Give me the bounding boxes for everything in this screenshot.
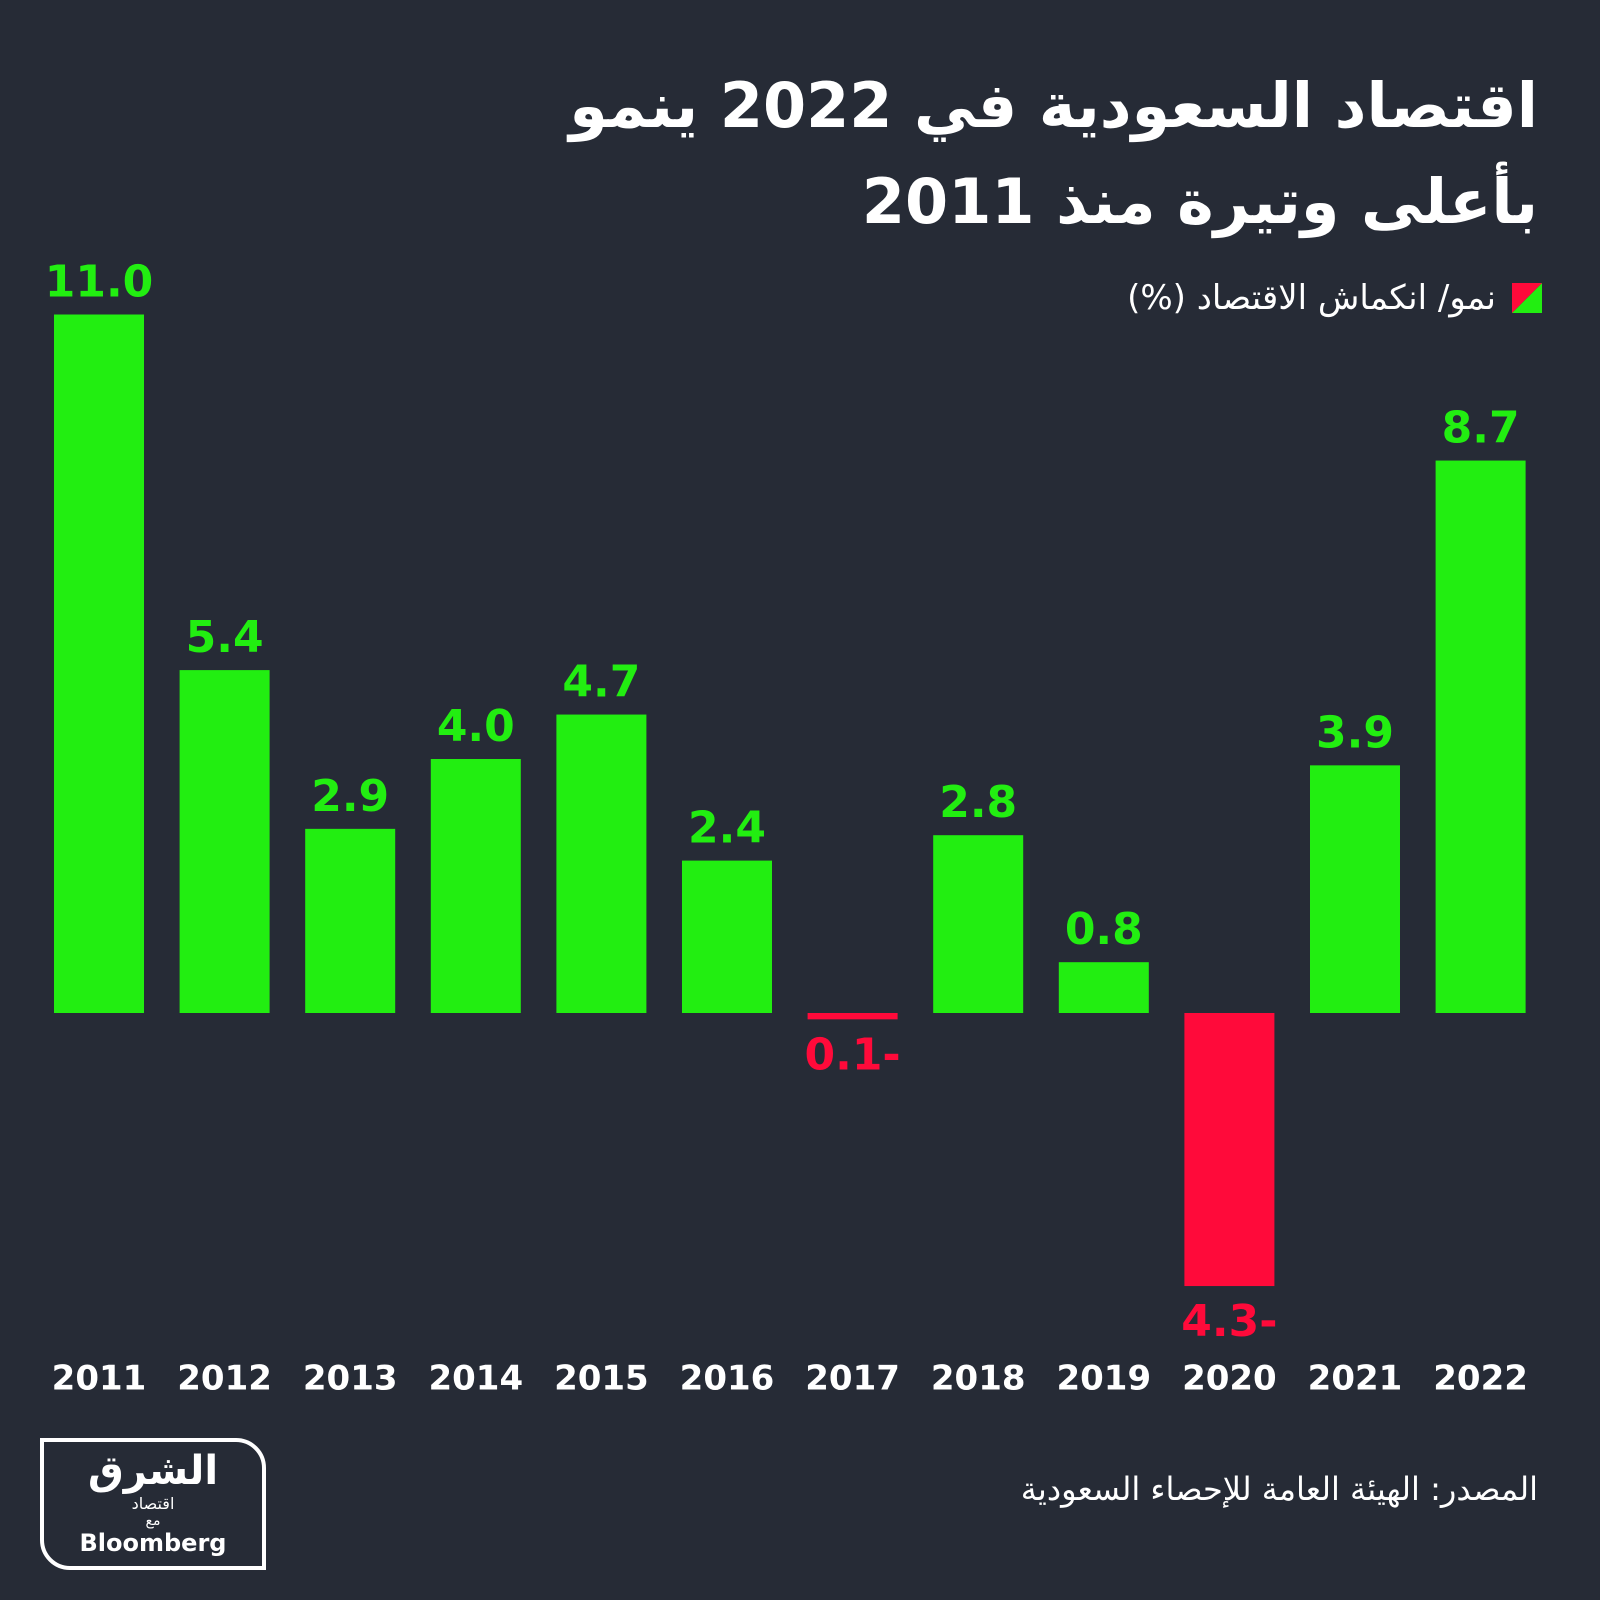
x-tick-label: 2014: [428, 1359, 523, 1399]
value-label: 4.7: [562, 657, 640, 708]
title: اقتصاد السعودية في 2022 ينمو بأعلى وتيرة…: [569, 58, 1538, 250]
value-label: 11.0: [45, 257, 154, 308]
legend-label: نمو/ انكماش الاقتصاد (%): [1127, 278, 1496, 318]
value-label: 3.9: [1316, 707, 1394, 758]
x-tick-label: 2018: [931, 1359, 1026, 1399]
logo-partner: Bloomberg: [79, 1529, 227, 1557]
value-label: 0.1-: [804, 1029, 900, 1080]
source: المصدر: الهيئة العامة للإحصاء السعودية: [1020, 1470, 1538, 1508]
x-tick-label: 2016: [680, 1359, 775, 1399]
x-tick-label: 2011: [52, 1359, 147, 1399]
value-label: 4.0: [437, 701, 515, 752]
bar: [682, 860, 772, 1013]
bar: [54, 314, 144, 1013]
x-tick-label: 2020: [1182, 1359, 1277, 1399]
bar: [556, 714, 647, 1013]
x-tick-label: 2017: [805, 1359, 900, 1399]
legend-swatch: [1512, 283, 1542, 313]
bar: [807, 1013, 898, 1020]
logo-brand: الشرق: [87, 1448, 219, 1494]
logo: الشرق اقتصاد مع Bloomberg: [40, 1438, 266, 1570]
x-tick-label: 2012: [177, 1359, 272, 1399]
x-tick-label: 2022: [1433, 1359, 1528, 1399]
bar: [1435, 460, 1526, 1013]
x-tick-label: 2021: [1308, 1359, 1403, 1399]
bar: [1184, 1013, 1275, 1287]
logo-with: مع: [145, 1513, 161, 1529]
bar: [933, 835, 1024, 1013]
value-label: 2.9: [311, 771, 389, 822]
value-label: 0.8: [1065, 904, 1143, 955]
x-tick-label: 2019: [1056, 1359, 1151, 1399]
x-tick-label: 2013: [303, 1359, 398, 1399]
value-label: 5.4: [186, 612, 264, 663]
value-label: 2.4: [688, 803, 766, 854]
value-label: 4.3-: [1181, 1296, 1277, 1347]
bar: [179, 670, 270, 1013]
value-label: 8.7: [1442, 403, 1520, 454]
title-line: بأعلى وتيرة منذ 2011: [861, 165, 1538, 238]
bar: [1058, 962, 1149, 1013]
legend: نمو/ انكماش الاقتصاد (%): [1127, 278, 1542, 318]
x-tick-label: 2015: [554, 1359, 649, 1399]
value-label: 2.8: [939, 777, 1017, 828]
bar: [1310, 765, 1400, 1013]
title-line: اقتصاد السعودية في 2022 ينمو: [569, 69, 1538, 142]
legend-swatch-negative: [1512, 283, 1542, 313]
logo-sub: اقتصاد: [131, 1494, 175, 1513]
bar: [305, 828, 396, 1013]
bar: [430, 759, 521, 1013]
